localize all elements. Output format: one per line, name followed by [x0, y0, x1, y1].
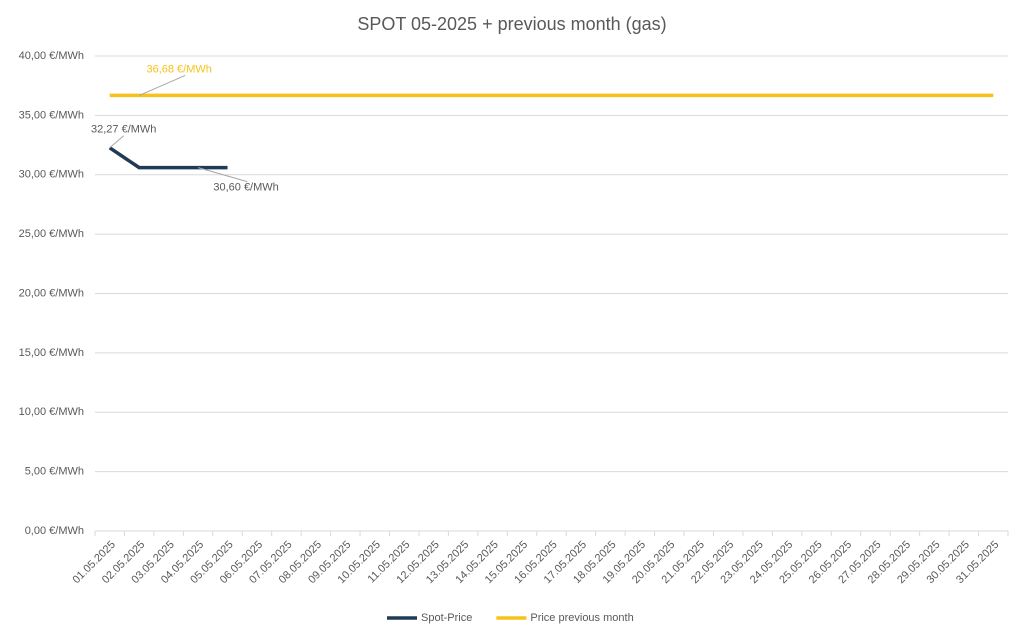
y-tick-label: 15,00 €/MWh [19, 347, 84, 359]
y-tick-label: 40,00 €/MWh [19, 50, 84, 62]
data-label: 36,68 €/MWh [146, 63, 211, 75]
data-label: 30,60 €/MWh [213, 182, 278, 194]
y-tick-label: 5,00 €/MWh [25, 466, 84, 478]
legend-label: Spot-Price [421, 612, 472, 624]
leader-line [197, 167, 248, 183]
legend-label: Price previous month [530, 612, 633, 624]
leader-line [109, 135, 125, 149]
y-tick-label: 20,00 €/MWh [19, 287, 84, 299]
y-tick-label: 30,00 €/MWh [19, 169, 84, 181]
data-label: 32,27 €/MWh [91, 124, 156, 136]
y-tick-label: 0,00 €/MWh [25, 525, 84, 537]
chart-title: SPOT 05-2025 + previous month (gas) [357, 14, 666, 34]
y-tick-label: 10,00 €/MWh [19, 406, 84, 418]
y-tick-label: 25,00 €/MWh [19, 228, 84, 240]
leader-line [138, 74, 186, 96]
series-line [108, 146, 228, 170]
y-tick-label: 35,00 €/MWh [19, 109, 84, 121]
